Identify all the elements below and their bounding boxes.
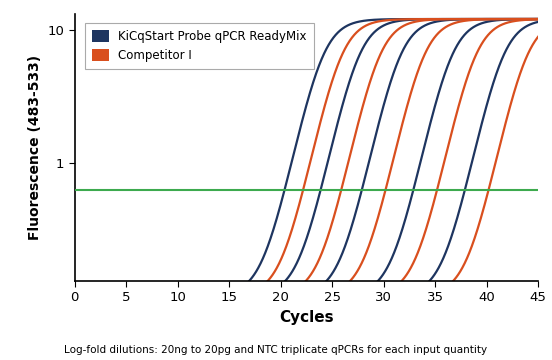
Y-axis label: Fluorescence (483-533): Fluorescence (483-533) [28,55,41,240]
Legend: KiCqStart Probe qPCR ReadyMix, Competitor I: KiCqStart Probe qPCR ReadyMix, Competito… [85,23,314,69]
X-axis label: Cycles: Cycles [279,310,333,325]
Text: Log-fold dilutions: 20ng to 20pg and NTC triplicate qPCRs for each input quantit: Log-fold dilutions: 20ng to 20pg and NTC… [65,345,487,355]
